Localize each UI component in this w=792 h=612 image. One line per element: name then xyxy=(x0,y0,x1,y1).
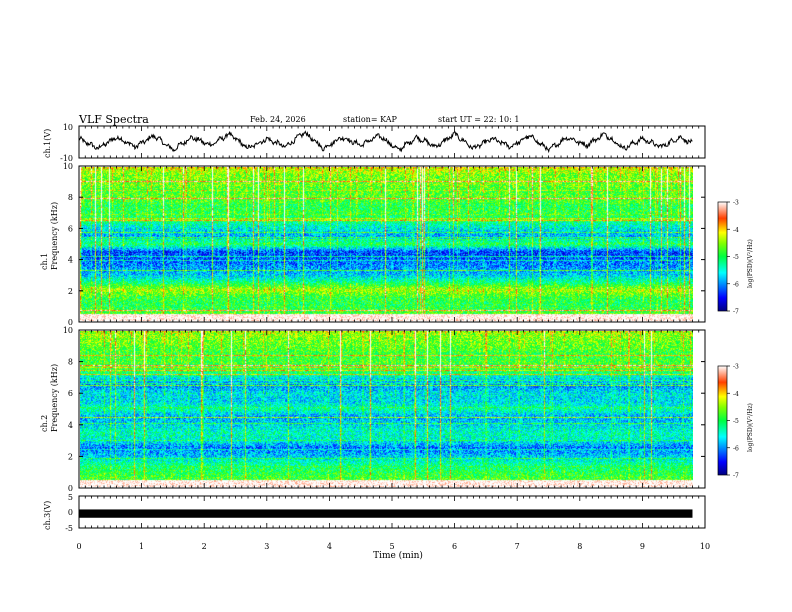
ch3-trace-band xyxy=(79,509,693,518)
ch1-heatmap xyxy=(80,167,693,321)
x-tick-label: 5 xyxy=(389,542,394,551)
spec2-ytick-label: 4 xyxy=(68,421,73,430)
ch3-waveform-panel: 5 0 -5 ch.3(V) xyxy=(43,493,706,533)
x-axis-label: Time (min) xyxy=(373,550,423,561)
ch2-spec-ylabel-2: Frequency (kHz) xyxy=(50,364,59,432)
ch1-colorbar-label: log(PSD)(V²/Hz) xyxy=(747,239,754,288)
x-axis-ticks: 0 1 2 3 4 5 6 7 8 9 10 xyxy=(76,126,710,551)
spec1-ytick-label: 0 xyxy=(68,318,73,327)
x-tick-label: 0 xyxy=(76,542,81,551)
spec2-ytick-label: 8 xyxy=(68,358,73,367)
ch1-ytick-bottom: -10 xyxy=(60,154,73,163)
ch3-ytick-bottom: -5 xyxy=(65,524,73,533)
x-tick-label: 8 xyxy=(577,542,582,551)
figure-title: VLF Spectra xyxy=(78,113,149,126)
colorbar1-tick-label: -4 xyxy=(733,227,739,234)
colorbar1-tick-label: -6 xyxy=(733,281,739,288)
ch1-heatmap-container xyxy=(80,167,693,321)
x-tick-label: 10 xyxy=(700,542,710,551)
date-label: Feb. 24, 2026 xyxy=(250,115,306,124)
ch1-waveform-panel: 10 -10 ch.1(V) xyxy=(43,123,706,163)
colorbar2-tick-label: -5 xyxy=(733,418,739,425)
x-tick-label: 2 xyxy=(202,542,207,551)
ch2-heatmap-container xyxy=(80,331,693,487)
x-tick-label: 7 xyxy=(515,542,520,551)
colorbar2-tick-label: -4 xyxy=(733,391,739,398)
x-tick-label: 1 xyxy=(139,542,144,551)
spec2-ytick-label: 2 xyxy=(68,452,73,461)
ch3-ytick-mid: 0 xyxy=(68,508,73,517)
spec1-ytick-label: 6 xyxy=(68,224,73,233)
colorbar2-tick-label: -6 xyxy=(733,445,739,452)
colorbar2-tick-label: -7 xyxy=(733,473,739,480)
ch1-waveform-frame xyxy=(78,125,706,159)
ch2-colorbar xyxy=(717,365,728,476)
spec1-ytick-label: 8 xyxy=(68,193,73,202)
ch1-ytick-top: 10 xyxy=(63,123,73,132)
colorbar1-tick-label: -5 xyxy=(733,254,739,261)
spec2-ytick-label: 6 xyxy=(68,389,73,398)
station-label: station= KAP xyxy=(343,115,398,124)
colorbar1-tick-label: -3 xyxy=(733,200,739,207)
x-tick-label: 9 xyxy=(640,542,645,551)
spec2-ytick-label: 10 xyxy=(63,326,73,335)
ch3-ylabel: ch.3(V) xyxy=(43,501,52,530)
colorbar2-tick-label: -3 xyxy=(733,364,739,371)
spec1-ytick-label: 4 xyxy=(68,256,73,265)
x-tick-label: 4 xyxy=(327,542,332,551)
ch1-colorbar xyxy=(717,201,728,312)
start-time-label: start UT = 22: 10: 1 xyxy=(438,115,519,124)
ch1-spec-ylabel-2: Frequency (kHz) xyxy=(50,202,59,270)
spec2-ytick-label: 0 xyxy=(68,484,73,493)
ch1-ylabel: ch.1(V) xyxy=(43,129,52,158)
ch1-spec-ylabel-1: ch.1 xyxy=(40,253,49,270)
ch2-spec-ylabel-1: ch.2 xyxy=(40,415,49,432)
spec1-ytick-label: 10 xyxy=(63,162,73,171)
colorbar1-tick-label: -7 xyxy=(733,309,739,316)
spec1-ytick-label: 2 xyxy=(68,287,73,296)
x-tick-label: 6 xyxy=(452,542,457,551)
ch2-colorbar-label: log(PSD)(V²/Hz) xyxy=(747,403,754,452)
ch3-ytick-top: 5 xyxy=(68,493,73,502)
ch1-trace-line xyxy=(78,130,693,154)
ch2-heatmap xyxy=(80,331,693,487)
x-tick-label: 3 xyxy=(264,542,269,551)
